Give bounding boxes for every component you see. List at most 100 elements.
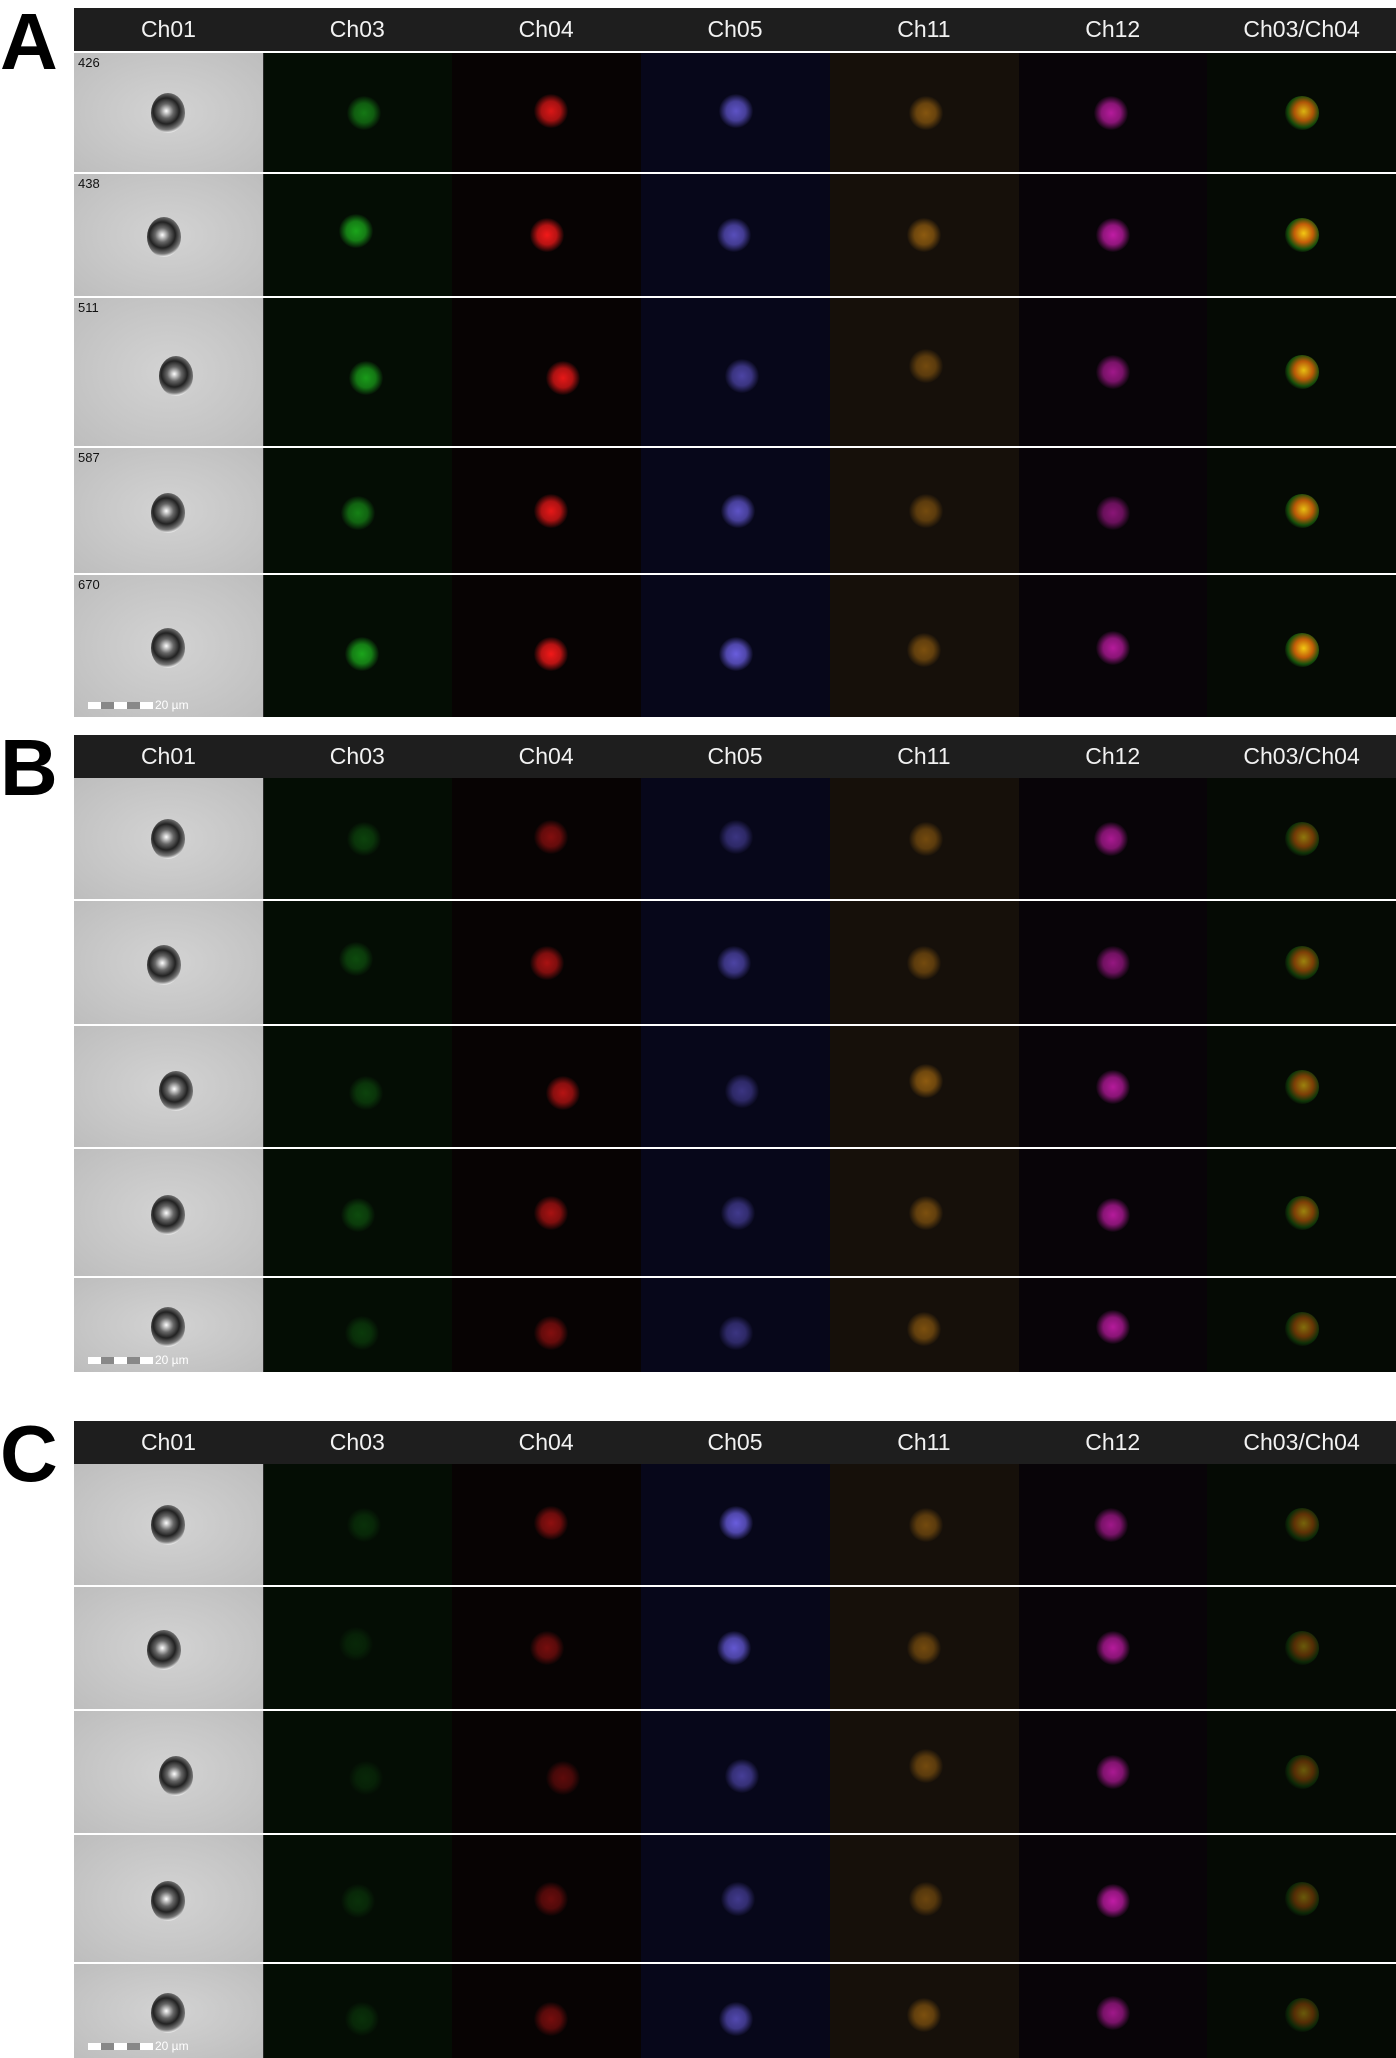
channel-header-label: Ch12 xyxy=(1085,16,1141,42)
cell-blob xyxy=(529,1631,564,1665)
image-row: 438 xyxy=(74,174,1396,296)
fluorescence-image xyxy=(1207,1149,1396,1276)
fluorescence-image xyxy=(1207,575,1396,717)
scale-bar-label: 20 µm xyxy=(155,2039,189,2053)
object-number: 438 xyxy=(78,176,100,191)
cell-blob xyxy=(347,821,382,856)
fluorescence-image xyxy=(829,298,1019,446)
channel-header-label: Ch11 xyxy=(897,16,951,42)
image-gallery-panel: Ch01 Ch03 Ch04 Ch05 Ch11 Ch12 Ch03/Ch04 20 µm xyxy=(74,1421,1396,2058)
fluorescence-image xyxy=(641,1587,830,1709)
fluorescence-image xyxy=(1207,174,1396,296)
fluorescence-image xyxy=(452,575,642,717)
fluorescence-image xyxy=(452,1835,642,1962)
fluorescence-image xyxy=(263,174,453,296)
cell-blob xyxy=(159,1756,194,1796)
fluorescence-image xyxy=(1207,1711,1396,1833)
cell-blob xyxy=(545,1761,580,1795)
fluorescence-image xyxy=(829,778,1019,899)
panel-label: A xyxy=(0,0,58,86)
cell-blob xyxy=(1284,633,1319,667)
fluorescence-image xyxy=(1018,174,1208,296)
image-row: 20 µm xyxy=(74,1278,1396,1372)
fluorescence-image xyxy=(1018,448,1208,573)
cell-blob xyxy=(1095,1310,1130,1344)
fluorescence-image xyxy=(1018,298,1208,446)
scale-bar-segment xyxy=(127,2042,140,2050)
fluorescence-image xyxy=(829,1464,1019,1585)
fluorescence-image xyxy=(829,575,1019,717)
image-row xyxy=(74,1149,1396,1276)
object-number: 587 xyxy=(78,450,100,465)
brightfield-image: 438 xyxy=(74,174,264,296)
scale-bar: 20 µm xyxy=(88,1353,189,1367)
cell-blob xyxy=(718,93,753,128)
fluorescence-image xyxy=(452,448,642,573)
brightfield-image xyxy=(74,1587,264,1709)
cell-blob xyxy=(716,945,751,980)
cell-blob xyxy=(533,637,568,671)
cell-blob xyxy=(1284,1195,1319,1230)
cell-blob xyxy=(718,2002,753,2036)
cell-blob xyxy=(907,633,942,667)
object-number: 670 xyxy=(78,577,100,592)
cell-blob xyxy=(724,359,759,393)
cell-blob xyxy=(339,941,374,976)
scale-bar-label: 20 µm xyxy=(155,1353,189,1367)
cell-blob xyxy=(720,1881,755,1916)
fluorescence-image xyxy=(452,174,642,296)
fluorescence-image xyxy=(829,1587,1019,1709)
fluorescence-image xyxy=(1207,1964,1396,2058)
cell-blob xyxy=(349,1761,384,1795)
brightfield-image: 20 µm xyxy=(74,1964,264,2058)
brightfield-image: 587 xyxy=(74,448,264,573)
cell-blob xyxy=(907,218,942,252)
fluorescence-image xyxy=(263,1964,453,2058)
scale-bar-segment xyxy=(140,701,153,709)
fluorescence-image xyxy=(263,1587,453,1709)
channel-header-label: Ch03/Ch04 xyxy=(1243,16,1360,42)
channel-header-label: Ch12 xyxy=(1085,1429,1141,1455)
cell-blob xyxy=(341,495,376,530)
cell-blob xyxy=(1284,493,1319,528)
fluorescence-image xyxy=(1018,778,1208,899)
fluorescence-image xyxy=(829,448,1019,573)
cell-blob xyxy=(1284,1998,1319,2032)
fluorescence-image xyxy=(263,1711,453,1833)
brightfield-image xyxy=(74,1835,264,1962)
fluorescence-image xyxy=(1207,1835,1396,1962)
fluorescence-image xyxy=(641,1964,830,2058)
scale-bar-segment xyxy=(140,1356,153,1364)
cell-blob xyxy=(147,1630,182,1670)
scale-bar: 20 µm xyxy=(88,2039,189,2053)
cell-blob xyxy=(1284,945,1319,980)
brightfield-image: 511 xyxy=(74,298,264,446)
cell-blob xyxy=(345,1316,380,1350)
cell-blob xyxy=(1095,218,1130,252)
fluorescence-image xyxy=(641,575,830,717)
channel-header: Ch01 Ch03 Ch04 Ch05 Ch11 Ch12 Ch03/Ch04 xyxy=(74,735,1396,778)
cell-blob xyxy=(533,1505,568,1540)
fluorescence-image xyxy=(263,1835,453,1962)
cell-blob xyxy=(151,1307,186,1347)
image-row xyxy=(74,778,1396,899)
channel-header: Ch01 Ch03 Ch04 Ch05 Ch11 Ch12 Ch03/Ch04 xyxy=(74,8,1396,51)
fluorescence-image xyxy=(452,53,642,172)
scale-bar-segment xyxy=(127,701,140,709)
fluorescence-image xyxy=(641,298,830,446)
fluorescence-image xyxy=(829,1835,1019,1962)
cell-blob xyxy=(1284,1069,1319,1104)
fluorescence-image xyxy=(641,53,830,172)
channel-header-label: Ch05 xyxy=(707,1429,763,1455)
cell-blob xyxy=(907,945,942,980)
cell-blob xyxy=(718,819,753,854)
fluorescence-image xyxy=(263,575,453,717)
cell-blob xyxy=(545,361,580,395)
cell-blob xyxy=(533,819,568,854)
channel-header-label: Ch12 xyxy=(1085,743,1141,769)
image-row xyxy=(74,901,1396,1024)
scale-bar-segment xyxy=(127,1356,140,1364)
cell-blob xyxy=(1284,1312,1319,1346)
cell-blob xyxy=(345,2002,380,2036)
cell-blob xyxy=(1095,1069,1130,1104)
